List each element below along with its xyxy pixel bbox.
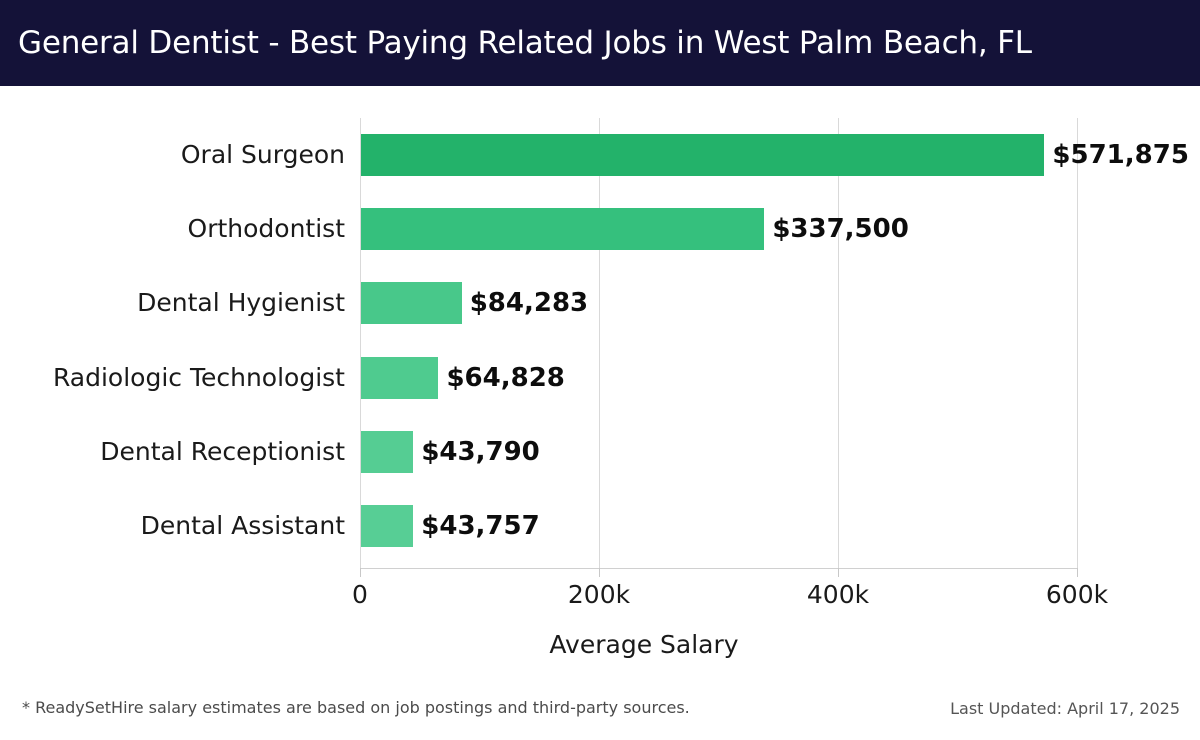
chart-row: Dental Receptionist $43,790 (0, 430, 1200, 473)
chart-row: Radiologic Technologist $64,828 (0, 356, 1200, 399)
gridline (1077, 118, 1078, 568)
bar-value-label: $571,875 (1052, 140, 1189, 170)
page-title: General Dentist - Best Paying Related Jo… (18, 25, 1032, 61)
bar[interactable] (361, 134, 1045, 176)
category-label: Dental Assistant (140, 511, 345, 540)
x-axis-title: Average Salary (549, 630, 739, 659)
x-tick-label: 400k (806, 580, 870, 609)
category-label: Radiologic Technologist (52, 362, 345, 392)
x-tick-label: 0 (352, 580, 368, 609)
gridline (838, 118, 839, 568)
bar-value-label: $43,757 (421, 511, 540, 541)
chart-row: Oral Surgeon $571,875 (0, 134, 1200, 176)
footer-disclaimer: * ReadySetHire salary estimates are base… (22, 698, 690, 717)
bar[interactable] (361, 505, 414, 547)
category-label: Oral Surgeon (180, 140, 345, 169)
chart-row: Orthodontist $337,500 (0, 208, 1200, 251)
x-tick-label: 600k (1045, 580, 1109, 609)
bar-value-label: $64,828 (446, 362, 565, 393)
footer-last-updated: Last Updated: April 17, 2025 (950, 699, 1180, 718)
bar[interactable] (361, 208, 765, 251)
chart-row: Dental Assistant $43,757 (0, 505, 1200, 547)
category-label: Dental Hygienist (137, 288, 345, 318)
x-tick-label: 200k (567, 580, 631, 609)
gridline (599, 118, 600, 568)
bar-value-label: $337,500 (772, 214, 909, 245)
x-tick-mark (360, 568, 361, 577)
x-tick-mark (599, 568, 600, 577)
category-label: Orthodontist (187, 214, 345, 244)
bar-value-label: $84,283 (469, 288, 589, 319)
bar-value-label: $43,790 (421, 436, 540, 467)
gridline (360, 118, 361, 568)
x-tick-mark (838, 568, 839, 577)
bar[interactable] (361, 430, 414, 473)
x-axis-line (360, 568, 1078, 569)
category-label: Dental Receptionist (100, 436, 345, 466)
bar[interactable] (361, 282, 462, 325)
bar[interactable] (361, 356, 439, 399)
header-bar: General Dentist - Best Paying Related Jo… (0, 0, 1200, 86)
chart-row: Dental Hygienist $84,283 (0, 282, 1200, 325)
x-tick-mark (1077, 568, 1078, 577)
